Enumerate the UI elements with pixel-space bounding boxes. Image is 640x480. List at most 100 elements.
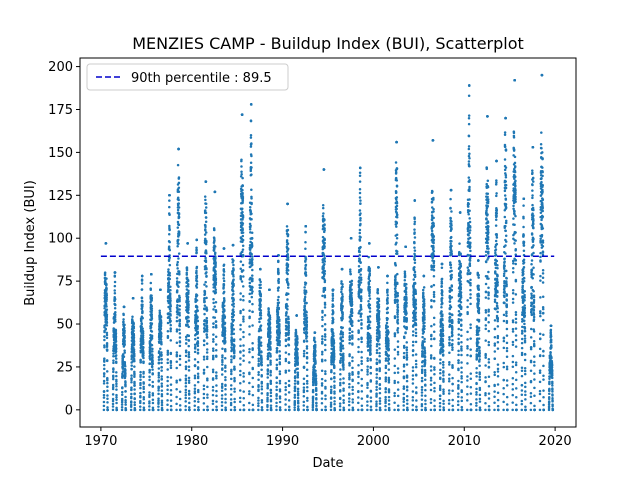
- data-point: [221, 367, 224, 370]
- data-point: [242, 315, 245, 318]
- data-point: [375, 376, 378, 379]
- data-point: [195, 299, 199, 302]
- data-point: [251, 355, 254, 359]
- data-point: [188, 406, 191, 409]
- data-point: [150, 317, 154, 320]
- data-point: [249, 136, 253, 139]
- data-point: [405, 348, 409, 352]
- data-point: [214, 324, 218, 327]
- data-point: [142, 408, 146, 412]
- data-point: [393, 371, 396, 375]
- data-point: [221, 360, 224, 364]
- data-point: [314, 386, 318, 390]
- data-point: [102, 363, 106, 367]
- data-point: [377, 297, 381, 301]
- data-point: [368, 279, 372, 283]
- data-point: [357, 381, 360, 385]
- data-point: [185, 271, 188, 275]
- data-point: [242, 275, 245, 278]
- data-point: [324, 408, 327, 412]
- data-point: [132, 357, 136, 361]
- data-point: [323, 279, 327, 282]
- data-point: [141, 330, 145, 333]
- data-point: [358, 231, 362, 235]
- data-point: [184, 342, 188, 345]
- data-point: [204, 211, 208, 215]
- data-point: [212, 356, 215, 360]
- data-point: [239, 369, 242, 373]
- data-point: [132, 348, 136, 351]
- data-point: [184, 360, 188, 364]
- data-point: [414, 365, 418, 369]
- data-point: [194, 313, 198, 316]
- data-point: [304, 271, 308, 274]
- data-point: [405, 298, 408, 301]
- data-point: [305, 374, 309, 378]
- data-point: [160, 358, 163, 361]
- data-point: [322, 168, 326, 171]
- data-point: [203, 300, 206, 303]
- data-point: [241, 263, 245, 267]
- data-point: [331, 294, 335, 297]
- data-point: [250, 166, 253, 169]
- data-point: [266, 368, 270, 372]
- data-point: [395, 201, 399, 205]
- data-point: [277, 301, 281, 304]
- data-point: [305, 311, 308, 314]
- data-point: [394, 285, 397, 288]
- data-point: [396, 371, 400, 374]
- data-point: [415, 399, 418, 402]
- data-point: [123, 323, 126, 327]
- data-point: [386, 311, 390, 314]
- chart-title: MENZIES CAMP - Buildup Index (BUI), Scat…: [132, 34, 524, 53]
- data-point: [339, 368, 342, 371]
- data-point: [202, 368, 206, 372]
- data-point: [358, 250, 361, 254]
- data-point: [168, 240, 171, 244]
- data-point: [248, 309, 251, 312]
- data-point: [368, 326, 372, 330]
- data-point: [187, 397, 191, 400]
- data-point: [259, 283, 262, 286]
- data-point: [386, 301, 389, 305]
- data-point: [323, 262, 326, 266]
- data-point: [185, 273, 189, 276]
- data-point: [275, 405, 278, 408]
- data-point: [331, 304, 335, 308]
- data-point: [223, 299, 226, 302]
- data-point: [286, 283, 290, 287]
- data-point: [195, 276, 199, 279]
- data-point: [157, 408, 160, 412]
- data-point: [150, 337, 154, 340]
- data-point: [250, 154, 253, 158]
- data-point: [341, 339, 345, 343]
- data-point: [123, 329, 126, 333]
- data-point: [222, 286, 225, 289]
- data-point: [357, 319, 360, 322]
- data-point: [196, 375, 200, 378]
- data-point: [141, 300, 144, 303]
- data-point: [184, 404, 187, 408]
- data-point: [203, 304, 207, 307]
- data-point: [130, 381, 133, 384]
- data-point: [120, 393, 124, 396]
- data-point: [148, 402, 151, 405]
- data-point: [214, 265, 217, 269]
- data-point: [168, 213, 171, 216]
- data-point: [422, 286, 426, 289]
- data-point: [167, 232, 171, 236]
- data-point: [177, 212, 181, 215]
- data-point: [324, 359, 327, 362]
- data-point: [151, 401, 155, 405]
- data-point: [257, 399, 260, 402]
- data-point: [341, 292, 344, 296]
- data-point: [111, 408, 115, 412]
- data-point: [233, 349, 236, 353]
- data-point: [202, 387, 206, 391]
- data-point: [168, 199, 171, 202]
- data-point: [176, 310, 179, 314]
- data-point: [194, 337, 197, 341]
- data-point: [368, 297, 372, 300]
- data-point: [420, 385, 424, 389]
- data-point: [396, 331, 400, 334]
